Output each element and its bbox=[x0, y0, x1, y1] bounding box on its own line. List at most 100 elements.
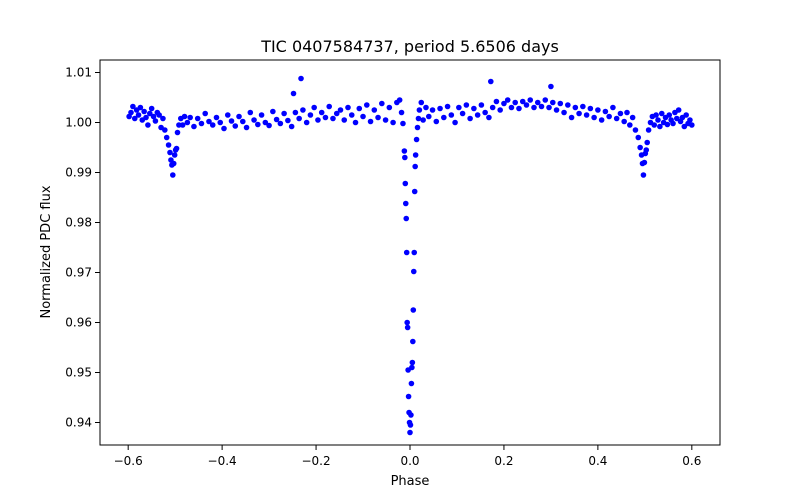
data-point bbox=[624, 109, 630, 116]
data-point bbox=[326, 103, 333, 110]
data-point bbox=[202, 110, 209, 117]
data-point bbox=[400, 120, 406, 127]
data-point bbox=[568, 114, 575, 121]
data-point bbox=[236, 113, 242, 120]
data-point bbox=[670, 120, 676, 127]
data-point bbox=[277, 120, 284, 127]
data-point bbox=[296, 115, 302, 122]
data-point bbox=[273, 116, 280, 123]
data-point bbox=[637, 144, 643, 151]
data-point bbox=[414, 124, 421, 131]
data-point bbox=[657, 123, 663, 130]
data-point bbox=[478, 102, 485, 108]
data-point bbox=[459, 110, 466, 117]
data-point bbox=[411, 188, 418, 195]
x-tick-label: 0.0 bbox=[400, 454, 419, 468]
data-point bbox=[141, 108, 147, 115]
data-point bbox=[448, 112, 455, 118]
y-axis-ticks: 0.94 0.95 0.96 0.97 0.98 0.99 1.00 1.01 bbox=[65, 66, 100, 430]
data-point bbox=[163, 134, 170, 141]
data-point bbox=[433, 118, 440, 125]
data-point bbox=[258, 112, 265, 118]
data-point bbox=[224, 112, 231, 118]
data-point bbox=[534, 99, 541, 106]
x-tick-label: −0.4 bbox=[208, 454, 237, 468]
data-point bbox=[371, 107, 378, 113]
x-axis-ticks: −0.6 −0.4 −0.2 0.0 0.2 0.4 0.6 bbox=[114, 445, 701, 468]
data-point bbox=[673, 115, 680, 122]
data-point bbox=[322, 114, 329, 121]
data-point bbox=[610, 104, 616, 111]
data-point bbox=[160, 115, 166, 122]
data-point bbox=[482, 109, 488, 116]
data-point bbox=[410, 268, 417, 275]
data-point bbox=[501, 100, 507, 107]
data-point bbox=[363, 102, 370, 108]
x-tick-label: 0.4 bbox=[588, 454, 607, 468]
data-point bbox=[437, 105, 443, 112]
data-point bbox=[288, 123, 295, 130]
data-point bbox=[549, 99, 556, 106]
data-point bbox=[318, 109, 325, 116]
data-points bbox=[126, 75, 695, 436]
data-point bbox=[580, 103, 586, 110]
data-point bbox=[300, 107, 306, 113]
data-point bbox=[598, 117, 605, 123]
data-point bbox=[367, 118, 374, 125]
data-point bbox=[632, 127, 639, 133]
data-point bbox=[128, 109, 134, 116]
data-point bbox=[146, 110, 153, 117]
data-point bbox=[290, 90, 297, 97]
data-point bbox=[658, 110, 665, 117]
data-point bbox=[675, 107, 682, 113]
data-point bbox=[666, 112, 673, 118]
data-point bbox=[247, 109, 254, 116]
data-point bbox=[407, 429, 413, 436]
data-point bbox=[644, 139, 650, 146]
data-point bbox=[471, 105, 477, 112]
data-point bbox=[348, 112, 355, 118]
data-point bbox=[330, 115, 336, 122]
data-point bbox=[135, 112, 142, 118]
data-point bbox=[228, 118, 235, 124]
data-point bbox=[408, 412, 414, 418]
data-point bbox=[595, 107, 601, 113]
y-tick-label: 1.01 bbox=[65, 66, 92, 80]
data-point bbox=[270, 108, 276, 115]
x-tick-label: 0.2 bbox=[494, 454, 513, 468]
data-point bbox=[262, 119, 269, 126]
data-point bbox=[687, 117, 693, 123]
data-point bbox=[486, 114, 492, 121]
data-point bbox=[635, 134, 642, 141]
data-point bbox=[643, 147, 650, 153]
y-tick-label: 0.94 bbox=[65, 416, 92, 430]
data-point bbox=[165, 142, 172, 148]
data-point bbox=[131, 115, 138, 122]
data-point bbox=[401, 148, 408, 154]
data-point bbox=[645, 127, 652, 133]
data-point bbox=[150, 113, 157, 120]
data-point bbox=[398, 109, 405, 116]
data-point bbox=[303, 119, 310, 126]
data-point bbox=[184, 119, 191, 126]
data-point bbox=[170, 172, 176, 178]
data-point bbox=[410, 307, 417, 313]
data-point bbox=[493, 98, 500, 105]
x-tick-label: 0.6 bbox=[682, 454, 701, 468]
data-point bbox=[356, 105, 363, 112]
y-tick-label: 0.97 bbox=[65, 266, 92, 280]
data-point bbox=[145, 122, 151, 128]
data-point bbox=[137, 104, 144, 111]
data-point bbox=[413, 136, 420, 143]
data-point bbox=[613, 115, 620, 122]
data-point bbox=[407, 422, 414, 428]
data-point bbox=[402, 154, 408, 161]
data-point bbox=[191, 123, 197, 130]
data-point bbox=[641, 159, 648, 166]
data-point bbox=[173, 145, 180, 152]
data-point bbox=[410, 338, 416, 345]
data-point bbox=[266, 122, 272, 129]
data-point bbox=[651, 122, 658, 128]
